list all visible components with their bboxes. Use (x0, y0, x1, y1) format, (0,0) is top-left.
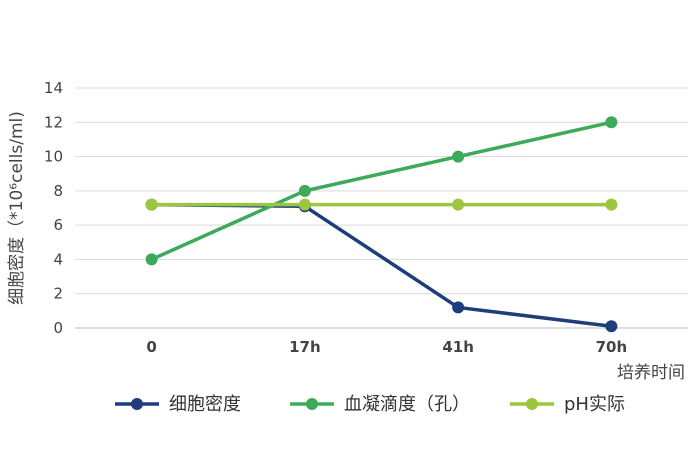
legend-item: 细胞密度 (115, 394, 241, 415)
series-line (150, 120, 612, 262)
series-line (151, 202, 612, 329)
data-point (452, 150, 465, 163)
legend-label: pH实际 (564, 394, 625, 415)
legend-swatch-marker (526, 398, 538, 410)
x-tick-label: 17h (289, 338, 321, 356)
y-tick-label: 10 (44, 148, 63, 166)
data-point (452, 301, 465, 314)
data-point (145, 253, 158, 266)
y-tick-label: 8 (53, 182, 63, 200)
series-group (145, 116, 618, 333)
y-tick-label: 4 (53, 250, 63, 268)
data-point (298, 198, 311, 211)
y-axis-ticks: 0 2 4 6 8 10 12 14 (44, 79, 63, 337)
y-tick-label: 0 (53, 319, 63, 337)
legend-swatch-marker (306, 398, 318, 410)
y-tick-label: 2 (53, 285, 63, 303)
x-tick-label: 0 (146, 338, 156, 356)
y-axis-title: 细胞密度（*10⁶cells/ml) (7, 111, 27, 305)
data-point (605, 320, 618, 333)
legend-item: pH实际 (510, 394, 625, 415)
y-tick-label: 14 (44, 79, 63, 97)
data-point (145, 198, 158, 211)
legend-label: 血凝滴度（孔） (344, 394, 470, 415)
y-tick-label: 6 (53, 216, 63, 234)
y-tick-label: 12 (44, 113, 63, 131)
data-point (605, 198, 618, 211)
x-tick-label: 41h (442, 338, 474, 356)
data-point (298, 184, 311, 197)
x-axis-title: 培养时间 (617, 363, 685, 383)
grid-lines (75, 87, 688, 329)
data-point (452, 198, 465, 211)
x-axis-ticks: 0 17h 41h 70h (146, 338, 627, 356)
x-tick-label: 70h (596, 338, 628, 356)
legend-swatch-marker (131, 398, 143, 410)
legend-item: 血凝滴度（孔） (290, 394, 470, 415)
legend: 细胞密度 血凝滴度（孔） pH实际 (115, 394, 625, 415)
data-point (605, 116, 618, 129)
legend-label: 细胞密度 (169, 394, 241, 415)
